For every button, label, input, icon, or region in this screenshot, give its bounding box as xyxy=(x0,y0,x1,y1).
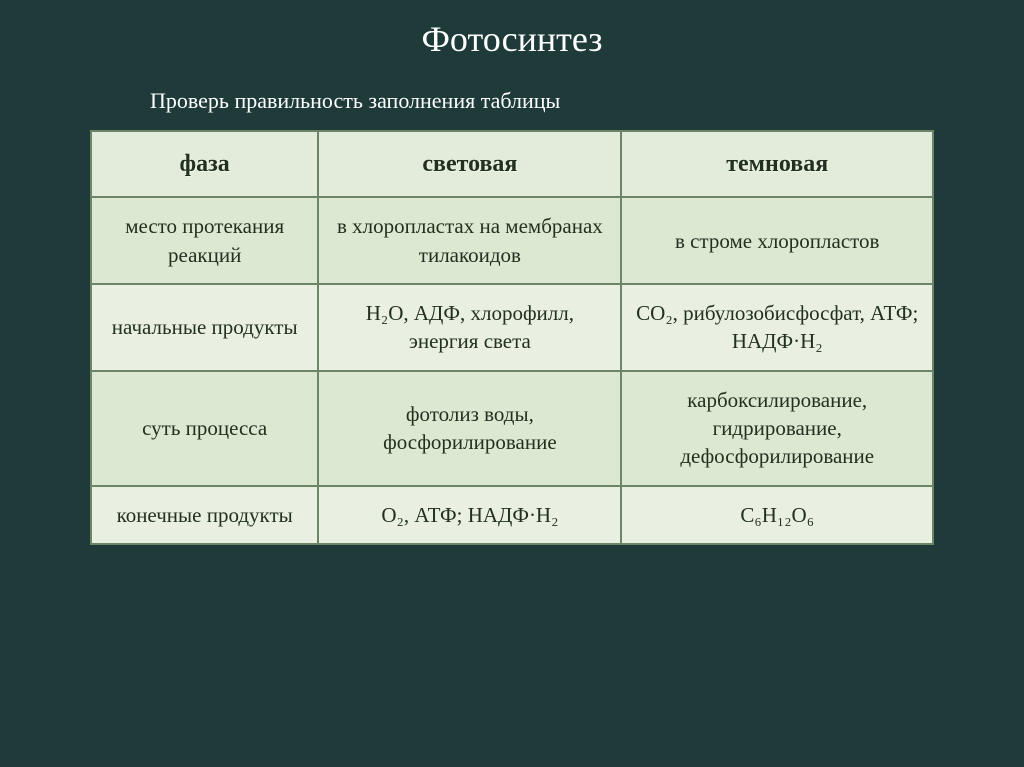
photosynthesis-table: фаза световая темновая место протекания … xyxy=(90,130,934,545)
page-title: Фотосинтез xyxy=(0,18,1024,60)
slide: Фотосинтез Проверь правильность заполнен… xyxy=(0,0,1024,767)
cell-light: фотолиз воды, фосфорилирование xyxy=(318,371,621,486)
cell-dark: CO₂, рибулозобисфосфат, АТФ; НАДФ·H₂ xyxy=(621,284,933,371)
col-header-phase: фаза xyxy=(91,131,318,197)
row-label: место протекания реакций xyxy=(91,197,318,284)
page-subtitle: Проверь правильность заполнения таблицы xyxy=(0,88,1024,114)
table-row: начальные продукты H₂O, АДФ, хлорофилл, … xyxy=(91,284,933,371)
cell-light: H₂O, АДФ, хлорофилл, энергия света xyxy=(318,284,621,371)
cell-dark: карбоксилирование, гидрирование, дефосфо… xyxy=(621,371,933,486)
row-label: суть процесса xyxy=(91,371,318,486)
col-header-dark: темновая xyxy=(621,131,933,197)
cell-dark: в строме хлоропластов xyxy=(621,197,933,284)
row-label: конечные продукты xyxy=(91,486,318,544)
table-row: суть процесса фотолиз воды, фосфорилиров… xyxy=(91,371,933,486)
cell-dark: C₆H₁₂O₆ xyxy=(621,486,933,544)
table-header-row: фаза световая темновая xyxy=(91,131,933,197)
cell-light: O₂, АТФ; НАДФ·H₂ xyxy=(318,486,621,544)
row-label: начальные продукты xyxy=(91,284,318,371)
table-row: конечные продукты O₂, АТФ; НАДФ·H₂ C₆H₁₂… xyxy=(91,486,933,544)
col-header-light: световая xyxy=(318,131,621,197)
table-container: фаза световая темновая место протекания … xyxy=(0,130,1024,545)
cell-light: в хлоропластах на мембранах тилакоидов xyxy=(318,197,621,284)
table-row: место протекания реакций в хлоропластах … xyxy=(91,197,933,284)
